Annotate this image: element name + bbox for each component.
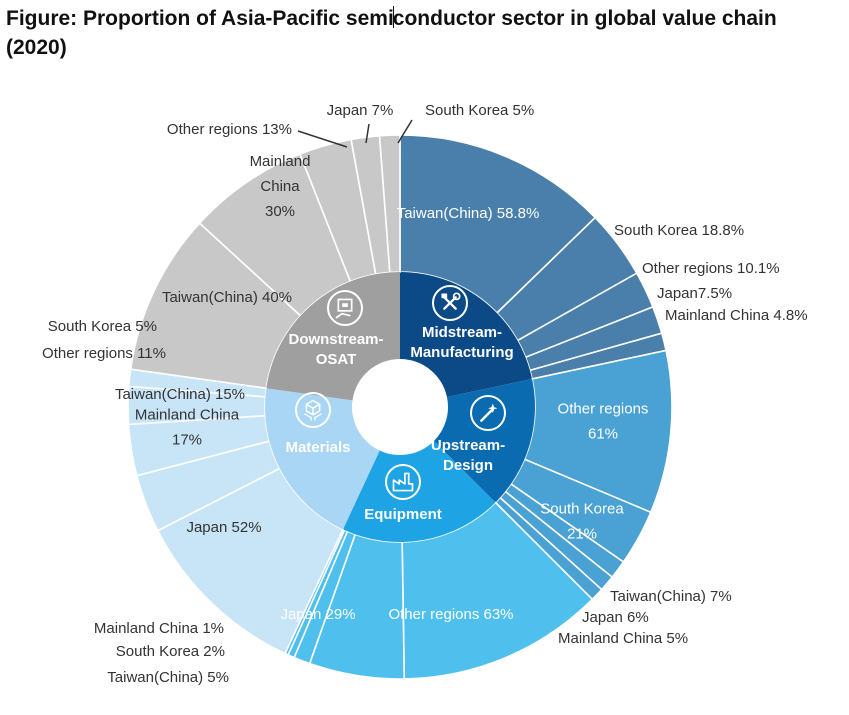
slice-label: Mainland China 4.8% <box>665 307 808 324</box>
slice-label: Other regions 10.1% <box>642 260 780 277</box>
slice-label: Japan7.5% <box>657 285 732 302</box>
donut-hole <box>353 360 447 454</box>
slice-label: Mainland China 30% <box>250 153 311 220</box>
category-slice <box>266 272 400 401</box>
category-label: Downstream-OSAT <box>288 331 383 368</box>
category-label: Midstream-Manufacturing <box>410 324 513 361</box>
category-slice <box>342 440 496 542</box>
slice-label: Other regions 11% <box>42 345 166 362</box>
tools-icon <box>432 285 468 321</box>
leader-line <box>365 123 370 144</box>
category-slice <box>433 378 535 503</box>
slice-label: Taiwan(China) 40% <box>162 289 292 306</box>
magic-wand-icon <box>470 395 506 431</box>
category-label: Upstream-Design <box>431 437 505 474</box>
slice-label: South Korea 5% <box>48 318 157 335</box>
chart-title: Figure: Proportion of Asia-Pacific semic… <box>6 6 777 59</box>
slice-label: Japan 52% <box>186 519 261 536</box>
category-label: Equipment <box>364 506 442 523</box>
slice-label: Taiwan(China) 5% <box>107 669 229 686</box>
slice-label: Japan 6% <box>582 609 649 626</box>
slice-label: South Korea 2% <box>116 643 225 660</box>
text-cursor <box>392 6 394 28</box>
slice-label: Taiwan(China) 58.8% <box>397 205 540 222</box>
chip-hand-icon <box>327 290 363 326</box>
slice-label: Mainland China 1% <box>94 620 224 637</box>
category-label: Materials <box>285 439 350 456</box>
slice-label: South Korea 5% <box>425 102 534 119</box>
slice-label: South Korea 21% <box>540 501 624 543</box>
leader-line <box>397 119 413 144</box>
slice-label: South Korea 18.8% <box>614 222 744 239</box>
leader-line <box>297 130 348 148</box>
slice-label: Mainland China 17% <box>135 407 240 449</box>
boxes-icon <box>295 392 331 428</box>
slice-label: Japan 7% <box>327 102 394 119</box>
slice-label: Other regions 13% <box>167 121 292 138</box>
slice-label: Other regions 61% <box>558 401 649 443</box>
slice-label: Mainland China 5% <box>558 630 688 647</box>
slice-label: Japan 29% <box>280 606 355 623</box>
factory-icon <box>385 464 421 500</box>
category-slice <box>265 388 380 530</box>
slice-label: Other regions 63% <box>388 606 513 623</box>
slice-label: Taiwan(China) 15% <box>115 386 245 403</box>
slice-label: Taiwan(China) 7% <box>610 588 732 605</box>
